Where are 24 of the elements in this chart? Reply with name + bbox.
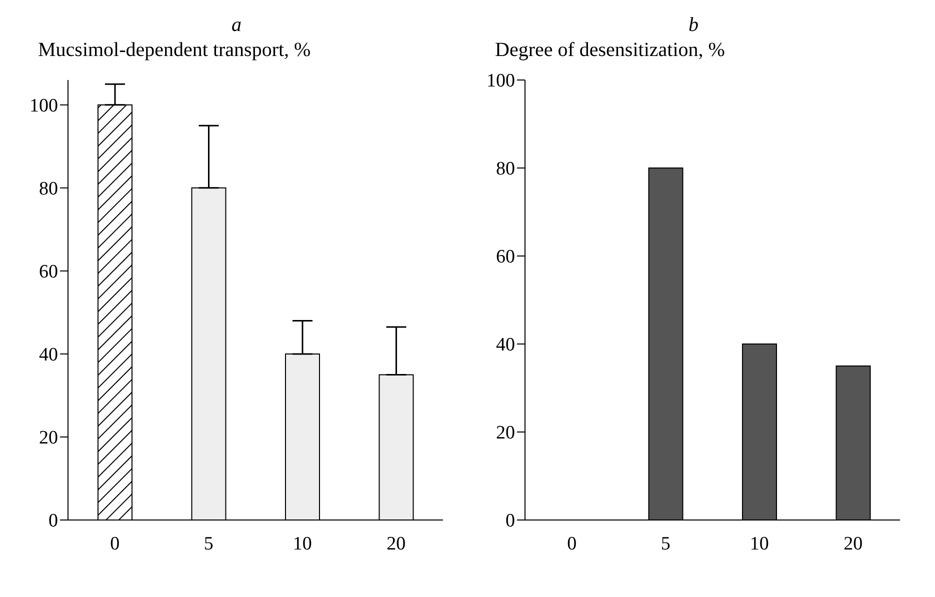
- y-tick-label: 20: [39, 428, 58, 449]
- y-tick-label: 20: [496, 422, 515, 444]
- x-tick-label: 10: [750, 533, 769, 554]
- y-axis-title: Degree of desensitization, %: [495, 39, 726, 62]
- y-axis-title: Mucsimol-dependent transport, %: [38, 39, 312, 62]
- y-tick-label: 80: [496, 158, 515, 180]
- x-tick-label: 10: [292, 533, 312, 554]
- y-tick-label: 0: [48, 510, 58, 532]
- chart-title: a: [230, 14, 242, 37]
- y-tick-label: 40: [496, 334, 515, 356]
- x-tick-label: 0: [110, 533, 120, 554]
- x-tick-label: 5: [660, 533, 670, 554]
- y-tick-label: 40: [39, 344, 58, 366]
- x-tick-label: 0: [567, 533, 577, 554]
- y-tick-label: 0: [506, 510, 515, 532]
- y-tick-label: 60: [39, 262, 58, 283]
- chart-title: b: [688, 14, 700, 37]
- y-tick-label: 100: [486, 70, 515, 92]
- x-tick-label: 20: [386, 533, 406, 554]
- x-tick-label: 5: [204, 533, 214, 554]
- y-tick-label: 60: [496, 246, 515, 268]
- y-tick-label: 80: [39, 178, 58, 200]
- x-tick-label: 20: [844, 533, 863, 554]
- y-tick-label: 100: [30, 96, 58, 117]
